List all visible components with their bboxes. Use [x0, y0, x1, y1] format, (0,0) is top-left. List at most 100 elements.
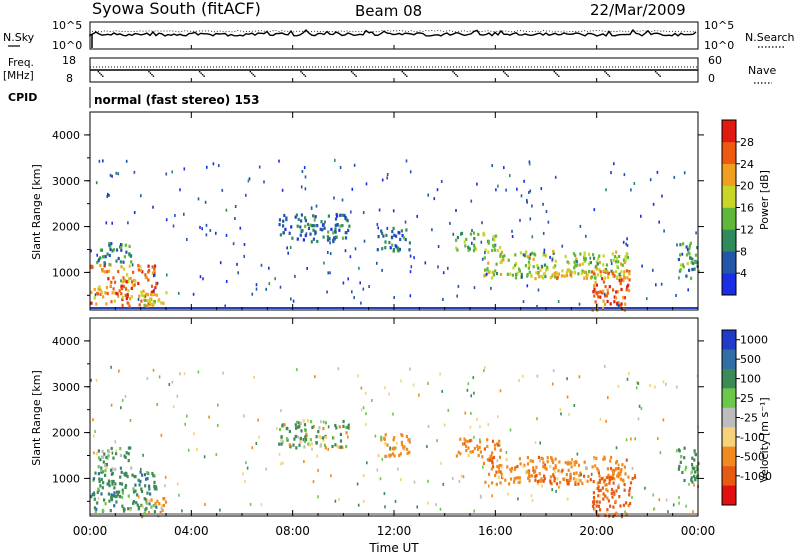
heatmap-cell: [606, 299, 609, 303]
heatmap-cell: [257, 418, 259, 422]
heatmap-cell: [186, 414, 188, 418]
heatmap-cell: [132, 500, 135, 504]
heatmap-cell: [694, 452, 697, 456]
nave-dip-dot: [353, 74, 356, 76]
heatmap-cell: [300, 229, 303, 233]
heatmap-cell: [124, 471, 127, 475]
heatmap-cell: [310, 206, 313, 210]
heatmap-cell: [690, 261, 693, 265]
heatmap-cell: [511, 273, 514, 277]
heatmap-cell: [613, 300, 616, 304]
heatmap-cell: [506, 465, 509, 469]
heatmap-cell: [315, 441, 318, 445]
heatmap-cell: [121, 287, 124, 291]
heatmap-cell: [594, 290, 597, 294]
heatmap-cell: [638, 404, 641, 408]
heatmap-cell: [477, 453, 480, 458]
heatmap-cell: [91, 493, 94, 497]
heatmap-cell: [595, 264, 598, 268]
heatmap-cell: [153, 510, 156, 514]
heatmap-cell: [203, 455, 206, 459]
heatmap-cell: [479, 425, 481, 429]
heatmap-cell: [593, 294, 596, 298]
heatmap-cell: [126, 474, 129, 479]
heatmap-cell: [565, 273, 569, 278]
heatmap-cell: [465, 448, 468, 453]
heatmap-cell: [535, 465, 538, 469]
heatmap-cell: [143, 497, 146, 501]
heatmap-cell: [498, 463, 501, 468]
heatmap-cell: [365, 412, 367, 416]
heatmap-cell: [523, 253, 526, 257]
heatmap-cell: [652, 268, 654, 272]
heatmap-cell: [151, 265, 154, 269]
heatmap-cell: [678, 464, 681, 468]
heatmap-cell: [622, 295, 625, 300]
heatmap-cell: [688, 252, 691, 256]
heatmap-cell: [567, 261, 571, 265]
heatmap-cell: [606, 291, 609, 295]
heatmap-cell: [397, 246, 400, 250]
heatmap-cell: [617, 260, 620, 264]
heatmap-cell: [120, 284, 123, 288]
heatmap-cell: [292, 443, 295, 447]
heatmap-cell: [593, 287, 596, 291]
heatmap-cell: [628, 278, 631, 282]
heatmap-cell: [605, 488, 608, 492]
heatmap-cell: [607, 272, 610, 276]
heatmap-cell: [580, 271, 583, 275]
heatmap-cell: [410, 265, 413, 269]
heatmap-cell: [165, 291, 168, 295]
nave-dip-dot: [656, 72, 658, 74]
heatmap-cell: [255, 283, 258, 287]
heatmap-cell: [490, 276, 494, 280]
heatmap-cell: [416, 505, 418, 509]
heatmap-cell: [602, 299, 605, 303]
heatmap-cell: [268, 282, 271, 286]
heatmap-cell: [326, 235, 329, 239]
heatmap-cell: [539, 441, 541, 445]
heatmap-cell: [652, 202, 655, 206]
heatmap-cell: [290, 225, 293, 229]
heatmap-cell: [98, 477, 101, 481]
heatmap-cell: [484, 273, 487, 277]
heatmap-cell: [347, 423, 350, 427]
heatmap-cell: [605, 294, 608, 298]
heatmap-cell: [554, 457, 557, 461]
heatmap-cell: [121, 491, 124, 495]
heatmap-cell: [304, 175, 307, 179]
colorbar-swatch: [722, 207, 736, 230]
heatmap-cell: [113, 494, 116, 498]
heatmap-cell: [626, 276, 629, 280]
heatmap-cell: [456, 248, 459, 252]
heatmap-cell: [531, 235, 534, 239]
heatmap-cell: [109, 173, 112, 177]
heatmap-cell: [552, 467, 555, 471]
heatmap-cell: [490, 286, 492, 290]
heatmap-cell: [595, 504, 598, 508]
heatmap-cell: [156, 281, 159, 285]
heatmap-cell: [617, 467, 620, 471]
heatmap-cell: [533, 470, 537, 474]
heatmap-cell: [127, 221, 129, 225]
heatmap-cell: [251, 446, 254, 450]
heatmap-cell: [493, 447, 497, 451]
heatmap-cell: [522, 300, 525, 304]
nave-dip-dot: [301, 72, 304, 74]
heatmap-cell: [597, 468, 600, 473]
heatmap-cell: [538, 275, 541, 279]
heatmap-cell: [302, 238, 305, 242]
heatmap-cell: [455, 238, 458, 242]
heatmap-cell: [623, 483, 626, 487]
colorbar-swatch: [722, 485, 736, 506]
nsearch-tick-bottom: 10^0: [704, 39, 734, 52]
nave-dip-dot: [452, 71, 454, 73]
heatmap-cell: [465, 444, 468, 448]
heatmap-cell: [303, 439, 306, 444]
heatmap-cell: [274, 277, 276, 281]
heatmap-cell: [320, 420, 322, 424]
heatmap-cell: [549, 479, 552, 483]
heatmap-cell: [606, 475, 609, 480]
heatmap-cell: [589, 478, 592, 482]
heatmap-cell: [385, 233, 388, 237]
